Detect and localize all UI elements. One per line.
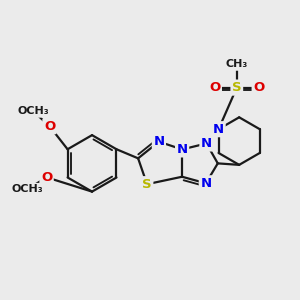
Text: O: O xyxy=(44,120,55,133)
Text: CH₃: CH₃ xyxy=(226,59,248,69)
Text: N: N xyxy=(153,135,164,148)
Text: OCH₃: OCH₃ xyxy=(12,184,43,194)
Text: OCH₃: OCH₃ xyxy=(18,106,49,116)
Text: O: O xyxy=(41,171,52,184)
Text: O: O xyxy=(253,81,264,94)
Text: O: O xyxy=(209,81,220,94)
Text: S: S xyxy=(232,81,242,94)
Text: N: N xyxy=(176,143,188,156)
Text: N: N xyxy=(213,123,224,136)
Text: N: N xyxy=(200,177,211,190)
Text: N: N xyxy=(201,137,212,150)
Text: S: S xyxy=(142,178,152,191)
